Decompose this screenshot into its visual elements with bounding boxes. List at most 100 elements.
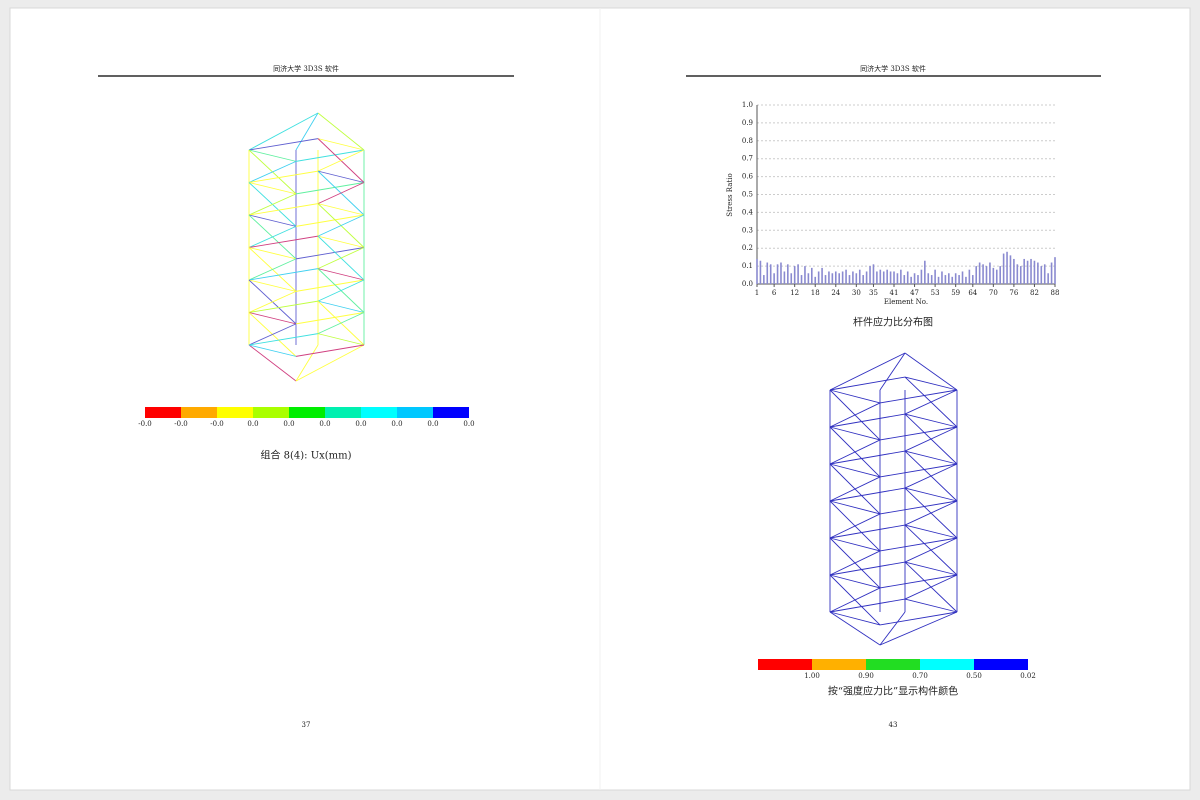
- caption: 组合 8(4): Ux(mm): [260, 449, 351, 462]
- bar: [1033, 260, 1036, 284]
- member: [248, 138, 319, 151]
- member: [829, 352, 906, 391]
- member: [295, 344, 365, 382]
- member: [829, 574, 881, 589]
- member: [879, 574, 958, 589]
- member: [317, 214, 365, 237]
- member: [879, 537, 958, 552]
- member: [295, 182, 365, 195]
- bar: [1037, 262, 1039, 284]
- bar: [917, 275, 919, 284]
- legend-swatch: [325, 407, 361, 418]
- member: [248, 235, 319, 248]
- bar: [1002, 253, 1005, 284]
- bar: [814, 276, 817, 284]
- bar: [906, 271, 909, 284]
- member: [317, 182, 365, 205]
- legend-label: 0.0: [391, 420, 402, 428]
- member: [904, 561, 958, 576]
- legend-label: 0.50: [966, 672, 982, 680]
- member: [248, 160, 297, 183]
- member: [829, 476, 881, 502]
- member: [317, 138, 365, 151]
- bar: [869, 266, 871, 284]
- member: [829, 513, 881, 539]
- member: [879, 611, 906, 646]
- bar: [1054, 257, 1056, 284]
- member: [829, 611, 881, 626]
- bar: [927, 273, 930, 284]
- member: [904, 537, 958, 563]
- bar: [821, 267, 823, 284]
- member: [248, 258, 297, 281]
- member: [248, 170, 319, 183]
- member: [248, 203, 319, 216]
- legend-label: 0.0: [463, 420, 474, 428]
- bar: [834, 271, 837, 284]
- y-tick-label: 0.3: [742, 226, 753, 234]
- bar: [934, 269, 936, 284]
- bar: [783, 271, 786, 284]
- bar: [1016, 264, 1019, 284]
- member: [248, 247, 297, 260]
- x-tick-label: 64: [968, 289, 977, 297]
- bar: [831, 273, 834, 284]
- legend-swatch: [397, 407, 433, 418]
- x-tick-label: 47: [910, 289, 919, 297]
- bar: [995, 269, 998, 284]
- bar: [1030, 258, 1032, 284]
- member: [317, 235, 365, 248]
- bar: [848, 275, 851, 284]
- bar: [852, 271, 854, 284]
- x-tick-label: 59: [951, 289, 960, 297]
- member: [879, 611, 958, 626]
- legend-label: 0.02: [1020, 672, 1036, 680]
- member: [829, 487, 906, 502]
- y-axis-label: Stress Ratio: [726, 173, 734, 216]
- bar: [776, 264, 779, 284]
- bar: [865, 271, 868, 284]
- bar: [1050, 262, 1053, 284]
- bar: [903, 275, 906, 284]
- x-tick-label: 24: [831, 289, 840, 297]
- bar: [951, 276, 954, 284]
- member: [295, 279, 365, 292]
- legend-swatch: [145, 407, 181, 418]
- member: [248, 344, 297, 382]
- bar: [896, 273, 899, 284]
- member: [248, 344, 297, 357]
- member: [248, 149, 297, 162]
- bar: [841, 271, 844, 284]
- member: [317, 149, 365, 172]
- member: [317, 203, 365, 216]
- x-tick-label: 70: [989, 289, 998, 297]
- member: [829, 439, 881, 465]
- member: [295, 344, 365, 357]
- legend-label: -0.0: [174, 420, 188, 428]
- member: [248, 268, 319, 281]
- bar: [999, 266, 1001, 284]
- bar: [889, 271, 892, 284]
- bar: [992, 267, 995, 284]
- member: [904, 598, 958, 613]
- bar: [944, 275, 947, 284]
- bar: [924, 260, 926, 284]
- bar: [828, 271, 830, 284]
- x-tick-label: 30: [852, 289, 861, 297]
- legend-swatch: [758, 659, 812, 670]
- member: [317, 268, 365, 281]
- member: [879, 463, 958, 478]
- legend-swatch: [361, 407, 397, 418]
- member: [295, 344, 319, 382]
- member: [879, 389, 958, 404]
- legend-label: -0.0: [210, 420, 224, 428]
- y-tick-label: 0.5: [742, 191, 753, 199]
- bar: [982, 264, 984, 284]
- member: [295, 214, 365, 227]
- member: [904, 524, 958, 539]
- bar: [780, 262, 782, 284]
- member: [904, 376, 958, 391]
- x-tick-label: 82: [1030, 289, 1039, 297]
- bar: [811, 267, 813, 284]
